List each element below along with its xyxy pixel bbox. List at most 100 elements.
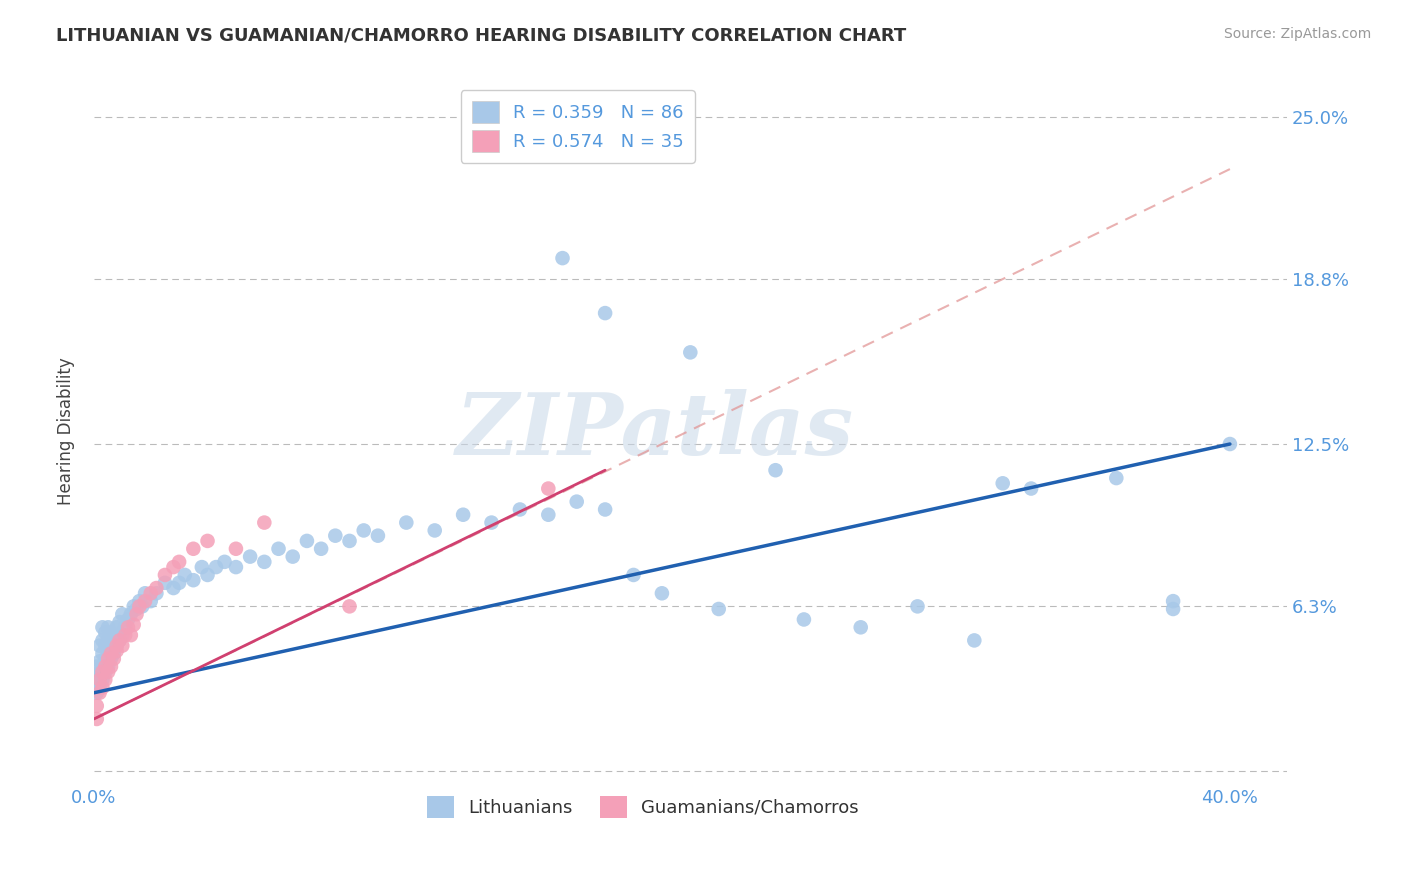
Point bbox=[125, 602, 148, 616]
Point bbox=[849, 620, 872, 634]
Point bbox=[253, 516, 276, 530]
Point bbox=[89, 686, 111, 700]
Point bbox=[91, 659, 114, 673]
Point bbox=[765, 463, 787, 477]
Point bbox=[120, 628, 142, 642]
Point bbox=[122, 617, 145, 632]
Point bbox=[167, 575, 190, 590]
Point bbox=[139, 594, 162, 608]
Point bbox=[509, 502, 531, 516]
Point bbox=[91, 665, 114, 679]
Point bbox=[100, 639, 122, 653]
Point bbox=[451, 508, 474, 522]
Point bbox=[128, 594, 150, 608]
Point bbox=[100, 647, 122, 661]
Point bbox=[94, 625, 117, 640]
Point bbox=[86, 673, 108, 687]
Point bbox=[707, 602, 730, 616]
Point bbox=[103, 647, 125, 661]
Point bbox=[128, 599, 150, 614]
Point bbox=[991, 476, 1014, 491]
Point bbox=[162, 560, 184, 574]
Point bbox=[108, 633, 131, 648]
Point bbox=[94, 673, 117, 687]
Point bbox=[103, 652, 125, 666]
Point bbox=[183, 573, 205, 587]
Point bbox=[108, 615, 131, 629]
Point bbox=[537, 508, 560, 522]
Point bbox=[593, 306, 616, 320]
Point bbox=[963, 633, 986, 648]
Point bbox=[197, 533, 219, 548]
Point bbox=[205, 560, 228, 574]
Point bbox=[339, 599, 361, 614]
Point bbox=[89, 681, 111, 695]
Point bbox=[91, 620, 114, 634]
Point bbox=[173, 568, 195, 582]
Legend: Lithuanians, Guamanians/Chamorros: Lithuanians, Guamanians/Chamorros bbox=[419, 789, 866, 825]
Point bbox=[551, 251, 574, 265]
Point bbox=[793, 612, 815, 626]
Point bbox=[97, 665, 120, 679]
Point bbox=[239, 549, 262, 564]
Point bbox=[111, 639, 134, 653]
Point bbox=[153, 568, 176, 582]
Point bbox=[225, 541, 247, 556]
Point bbox=[225, 560, 247, 574]
Text: ZIPatlas: ZIPatlas bbox=[456, 389, 853, 473]
Point bbox=[565, 494, 588, 508]
Point bbox=[651, 586, 673, 600]
Point bbox=[395, 516, 418, 530]
Point bbox=[1105, 471, 1128, 485]
Point bbox=[537, 482, 560, 496]
Point bbox=[214, 555, 236, 569]
Point bbox=[91, 633, 114, 648]
Point bbox=[134, 594, 156, 608]
Point bbox=[183, 541, 205, 556]
Point bbox=[97, 647, 120, 661]
Point bbox=[86, 686, 108, 700]
Point bbox=[89, 654, 111, 668]
Point bbox=[367, 529, 389, 543]
Point bbox=[295, 533, 318, 548]
Point bbox=[907, 599, 929, 614]
Point bbox=[134, 586, 156, 600]
Point bbox=[281, 549, 304, 564]
Point bbox=[86, 712, 108, 726]
Point bbox=[145, 586, 167, 600]
Point bbox=[94, 652, 117, 666]
Point bbox=[131, 599, 153, 614]
Point bbox=[89, 673, 111, 687]
Point bbox=[86, 698, 108, 713]
Point bbox=[1019, 482, 1042, 496]
Point bbox=[94, 659, 117, 673]
Point bbox=[108, 633, 131, 648]
Point bbox=[162, 581, 184, 595]
Point bbox=[267, 541, 290, 556]
Text: Source: ZipAtlas.com: Source: ZipAtlas.com bbox=[1223, 27, 1371, 41]
Point bbox=[91, 673, 114, 687]
Point bbox=[105, 639, 128, 653]
Point bbox=[105, 620, 128, 634]
Point bbox=[145, 581, 167, 595]
Point bbox=[100, 652, 122, 666]
Point bbox=[125, 607, 148, 622]
Point bbox=[117, 620, 139, 634]
Point bbox=[353, 524, 375, 538]
Point bbox=[191, 560, 214, 574]
Point bbox=[94, 665, 117, 679]
Text: LITHUANIAN VS GUAMANIAN/CHAMORRO HEARING DISABILITY CORRELATION CHART: LITHUANIAN VS GUAMANIAN/CHAMORRO HEARING… bbox=[56, 27, 907, 45]
Point bbox=[97, 659, 120, 673]
Point bbox=[100, 625, 122, 640]
Point bbox=[253, 555, 276, 569]
Point bbox=[122, 599, 145, 614]
Point bbox=[105, 644, 128, 658]
Point bbox=[153, 575, 176, 590]
Point bbox=[97, 652, 120, 666]
Point bbox=[111, 628, 134, 642]
Point bbox=[139, 586, 162, 600]
Point bbox=[339, 533, 361, 548]
Point bbox=[679, 345, 702, 359]
Point bbox=[100, 659, 122, 673]
Point bbox=[120, 607, 142, 622]
